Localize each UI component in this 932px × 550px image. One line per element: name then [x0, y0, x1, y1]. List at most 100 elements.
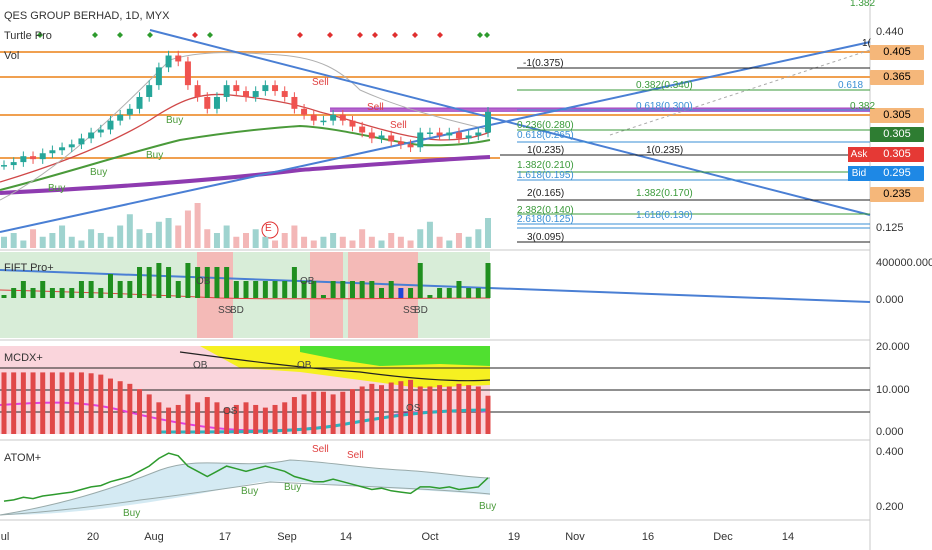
volume-bar	[455, 233, 462, 248]
fib-label: 2.382(0.140)	[517, 205, 574, 216]
buy-signal: Buy	[146, 150, 164, 161]
fift-tick-0: 0.000	[876, 294, 904, 306]
mcdx-bar	[340, 391, 346, 434]
mcdx-bar	[291, 397, 297, 434]
price-box-last: 0.305	[870, 127, 924, 142]
volume-bar	[349, 240, 356, 248]
fift-bar	[272, 281, 278, 298]
candle-body	[10, 162, 17, 166]
candle-body	[213, 96, 220, 109]
mcdx-pane-label[interactable]: MCDX+	[4, 352, 43, 364]
mcdx-tick-10: 10.000	[876, 384, 910, 396]
volume-bar	[233, 236, 240, 248]
buy-signal: Buy	[48, 183, 66, 194]
mcdx-bar	[233, 404, 239, 434]
symbol-title: QES GROUP BERHAD, 1D, MYX	[4, 10, 170, 22]
volume-bar	[39, 236, 46, 248]
mcdx-bar	[175, 404, 181, 434]
fib-label: 1.618(0.130)	[636, 210, 693, 221]
mcdx-bar	[282, 402, 288, 434]
mcdx-bar	[485, 395, 491, 434]
volume-bar	[136, 229, 143, 248]
price-box-0305: 0.305	[870, 108, 924, 123]
volume-bar	[397, 236, 404, 248]
volume-bar	[310, 240, 317, 248]
atom-pane	[0, 459, 491, 516]
volume-bar	[204, 229, 211, 248]
fift-bar	[262, 281, 268, 298]
sell-signal: Sell	[312, 77, 329, 88]
mcdx-bar	[166, 407, 172, 434]
fift-bar	[59, 288, 65, 298]
price-box-bid: 0.295	[870, 166, 924, 181]
fift-bar	[456, 281, 462, 298]
volume-bar	[485, 218, 491, 248]
buy-signal: Buy	[241, 486, 259, 497]
volume-bar	[417, 229, 424, 248]
atom-series-line	[3, 452, 489, 502]
volume-bar	[320, 236, 327, 248]
candle-body	[39, 153, 46, 160]
mcdx-bar	[437, 385, 443, 434]
fift-tick-400000: 400000.000	[876, 257, 932, 269]
x-tick-label: Oct	[421, 531, 438, 543]
fift-bar	[40, 281, 46, 298]
price-box-0365: 0.365	[870, 70, 924, 85]
mcdx-bar	[262, 407, 268, 434]
volume-bar	[272, 240, 279, 248]
fift-bar	[340, 281, 346, 298]
candle-body	[339, 114, 346, 121]
volume-bar	[407, 240, 414, 248]
sell-signal: Sell	[347, 450, 364, 461]
mcdx-bar	[408, 379, 414, 434]
fift-bar	[107, 274, 113, 298]
fift-bar	[349, 281, 355, 298]
fift-bar	[78, 281, 84, 298]
candle-body	[272, 85, 279, 92]
volume-bar	[339, 236, 346, 248]
volume-bar	[68, 236, 75, 248]
mcdx-bar	[272, 404, 278, 434]
x-tick-label: 20	[87, 531, 99, 543]
mcdx-bar	[40, 372, 46, 434]
candle-body	[184, 61, 191, 86]
atom-pane-label[interactable]: ATOM+	[4, 452, 42, 464]
fift-pane-label[interactable]: FIFT Pro+	[4, 262, 54, 274]
volume-bar	[165, 218, 172, 248]
mcdx-bar	[224, 407, 230, 434]
mcdx-bar	[20, 372, 26, 434]
mcdx-bar	[475, 386, 481, 434]
mcdx-bar	[146, 394, 152, 434]
pane-separators	[0, 0, 871, 550]
ask-tag: Ask	[848, 147, 870, 162]
fift-bar	[388, 281, 394, 298]
fift-bar	[243, 281, 249, 298]
volume-bar	[388, 233, 395, 248]
mcdx-bar	[349, 389, 355, 434]
fib-top-partial: 1.382	[850, 0, 876, 9]
fift-bar	[20, 281, 26, 298]
candle-body	[349, 120, 356, 127]
mcdx-bar	[214, 402, 220, 434]
candle-body	[20, 156, 27, 163]
fib-top-partial-2: 1(	[862, 38, 871, 49]
sell-signal: Sell	[367, 102, 384, 113]
mcdx-bar	[30, 372, 36, 434]
candle-body	[407, 144, 414, 148]
volume-bar	[126, 214, 133, 248]
vol-label[interactable]: Vol	[4, 50, 20, 62]
turtle-pro-label[interactable]: Turtle Pro	[4, 30, 52, 42]
candle-body	[417, 132, 424, 148]
volume-bar	[78, 240, 85, 248]
mcdx-bar	[78, 372, 84, 434]
fift-bar	[466, 288, 472, 298]
candle-body	[117, 114, 124, 121]
volume-bar	[10, 233, 17, 248]
mcdx-bar	[137, 389, 143, 434]
volume-bar	[243, 233, 249, 248]
bd-signal: BD	[230, 305, 244, 316]
fift-bar	[311, 281, 317, 298]
candle-body	[330, 114, 337, 121]
bid-tag: Bid	[848, 166, 870, 181]
